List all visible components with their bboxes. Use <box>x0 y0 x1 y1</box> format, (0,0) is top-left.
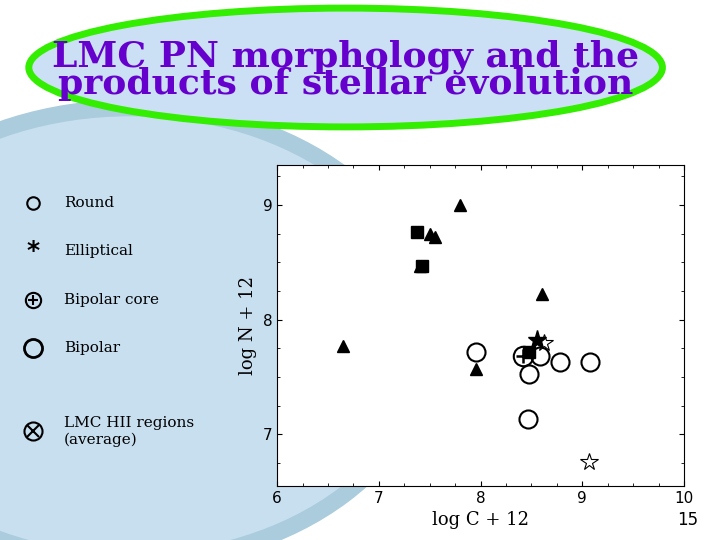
Text: products of stellar evolution: products of stellar evolution <box>58 67 634 100</box>
Text: LMC PN morphology and the: LMC PN morphology and the <box>52 39 639 74</box>
Y-axis label: log N + 12: log N + 12 <box>239 276 257 375</box>
Text: Bipolar: Bipolar <box>64 341 120 355</box>
Text: *: * <box>27 239 40 264</box>
Text: Round: Round <box>64 196 114 210</box>
Ellipse shape <box>29 8 662 127</box>
Text: Elliptical: Elliptical <box>64 245 133 259</box>
Circle shape <box>0 108 432 540</box>
Text: 15: 15 <box>678 511 698 529</box>
Text: Bipolar core: Bipolar core <box>64 293 159 307</box>
X-axis label: log C + 12: log C + 12 <box>432 511 529 529</box>
Text: LMC HII regions
(average): LMC HII regions (average) <box>64 416 194 447</box>
